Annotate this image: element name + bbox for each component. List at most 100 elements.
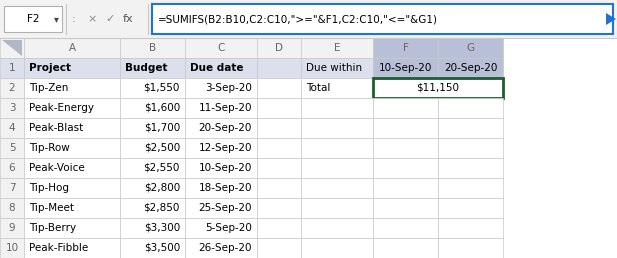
Bar xyxy=(4,6,62,32)
Text: $1,700: $1,700 xyxy=(144,123,180,133)
Bar xyxy=(373,238,438,258)
Bar xyxy=(185,238,257,258)
Text: E: E xyxy=(334,43,340,53)
Text: Tip-Berry: Tip-Berry xyxy=(29,223,76,233)
Text: A: A xyxy=(68,43,75,53)
Text: 2: 2 xyxy=(9,83,15,93)
Text: C: C xyxy=(217,43,225,53)
Text: F: F xyxy=(402,43,408,53)
Text: $3,300: $3,300 xyxy=(144,223,180,233)
Text: Peak-Voice: Peak-Voice xyxy=(29,163,85,173)
Text: G: G xyxy=(466,43,474,53)
Bar xyxy=(120,58,185,78)
Bar xyxy=(301,38,373,58)
Text: Total: Total xyxy=(306,83,330,93)
Text: 4: 4 xyxy=(9,123,15,133)
Bar xyxy=(120,158,185,178)
Bar xyxy=(185,138,257,158)
Text: =SUMIFS(B2:B10,C2:C10,">="&F1,C2:C10,"<="&G1): =SUMIFS(B2:B10,C2:C10,">="&F1,C2:C10,"<=… xyxy=(158,14,438,24)
Text: 12-Sep-20: 12-Sep-20 xyxy=(199,143,252,153)
Bar xyxy=(24,38,120,58)
Bar xyxy=(438,118,503,138)
Bar xyxy=(0,118,24,138)
Bar xyxy=(120,178,185,198)
Bar xyxy=(373,78,503,98)
Bar xyxy=(301,138,373,158)
Bar xyxy=(257,138,301,158)
Text: ×: × xyxy=(88,14,97,24)
Text: 10: 10 xyxy=(6,243,19,253)
Text: Budget: Budget xyxy=(125,63,167,73)
Bar xyxy=(438,58,503,78)
Text: Tip-Hog: Tip-Hog xyxy=(29,183,69,193)
Bar xyxy=(0,78,24,98)
Bar xyxy=(185,98,257,118)
Bar xyxy=(0,138,24,158)
Text: ▾: ▾ xyxy=(54,14,59,24)
Bar xyxy=(438,158,503,178)
Bar xyxy=(0,198,24,218)
Bar xyxy=(257,118,301,138)
Bar xyxy=(438,218,503,238)
Text: F2: F2 xyxy=(27,14,39,24)
Bar xyxy=(0,98,24,118)
Bar xyxy=(373,98,438,118)
Polygon shape xyxy=(2,40,22,56)
Bar xyxy=(24,118,120,138)
Bar xyxy=(0,38,24,58)
Text: Tip-Zen: Tip-Zen xyxy=(29,83,68,93)
Bar xyxy=(152,4,613,34)
Polygon shape xyxy=(606,13,616,25)
Text: 18-Sep-20: 18-Sep-20 xyxy=(199,183,252,193)
Text: :: : xyxy=(72,14,76,24)
Text: 11-Sep-20: 11-Sep-20 xyxy=(199,103,252,113)
Bar xyxy=(438,198,503,218)
Text: Due within: Due within xyxy=(306,63,362,73)
Bar xyxy=(24,158,120,178)
Text: Peak-Blast: Peak-Blast xyxy=(29,123,83,133)
Bar xyxy=(120,218,185,238)
Bar xyxy=(373,178,438,198)
Bar xyxy=(257,238,301,258)
Bar xyxy=(24,98,120,118)
Text: 26-Sep-20: 26-Sep-20 xyxy=(199,243,252,253)
Bar xyxy=(24,138,120,158)
Bar xyxy=(301,118,373,138)
Bar xyxy=(185,118,257,138)
Bar xyxy=(301,98,373,118)
Bar xyxy=(301,158,373,178)
Text: 8: 8 xyxy=(9,203,15,213)
Text: 1: 1 xyxy=(9,63,15,73)
Text: $2,550: $2,550 xyxy=(144,163,180,173)
Text: D: D xyxy=(275,43,283,53)
Text: $11,150: $11,150 xyxy=(416,83,460,93)
Bar xyxy=(120,198,185,218)
Text: 25-Sep-20: 25-Sep-20 xyxy=(199,203,252,213)
Text: Project: Project xyxy=(29,63,71,73)
Bar xyxy=(24,178,120,198)
Bar xyxy=(257,198,301,218)
Text: 10-Sep-20: 10-Sep-20 xyxy=(199,163,252,173)
Text: ✓: ✓ xyxy=(106,14,115,24)
Bar xyxy=(185,218,257,238)
Text: $2,500: $2,500 xyxy=(144,143,180,153)
Bar xyxy=(301,78,373,98)
Bar xyxy=(373,118,438,138)
Bar xyxy=(185,78,257,98)
Bar xyxy=(185,58,257,78)
Bar xyxy=(257,38,301,58)
Text: $2,850: $2,850 xyxy=(144,203,180,213)
Text: 20-Sep-20: 20-Sep-20 xyxy=(444,63,497,73)
Bar xyxy=(257,158,301,178)
Bar xyxy=(301,178,373,198)
Bar xyxy=(301,198,373,218)
Bar xyxy=(24,238,120,258)
Bar xyxy=(257,218,301,238)
Bar xyxy=(120,98,185,118)
Text: 10-Sep-20: 10-Sep-20 xyxy=(379,63,432,73)
Text: B: B xyxy=(149,43,156,53)
Bar xyxy=(185,38,257,58)
Text: 3-Sep-20: 3-Sep-20 xyxy=(205,83,252,93)
Text: Tip-Meet: Tip-Meet xyxy=(29,203,74,213)
Bar xyxy=(438,38,503,58)
